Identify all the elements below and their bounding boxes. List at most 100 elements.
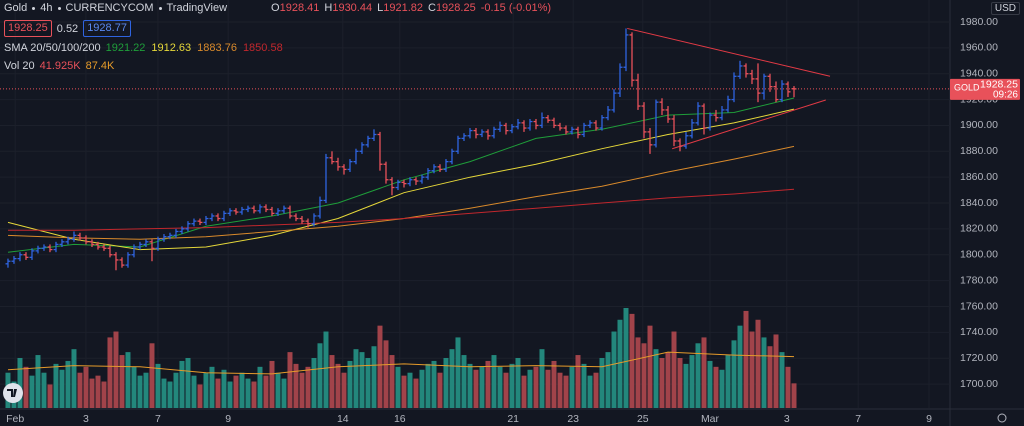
volume-bar	[383, 340, 389, 408]
volume-bar	[413, 378, 419, 408]
volume-bar	[251, 381, 257, 408]
separator	[57, 6, 61, 10]
volume-bar	[569, 366, 575, 408]
volume-bar	[107, 337, 113, 408]
x-tick-label: 7	[155, 413, 161, 425]
x-tick-label: Mar	[701, 413, 720, 425]
volume-bar	[347, 360, 353, 408]
volume-bar	[665, 352, 671, 408]
price-label-bg	[950, 78, 1020, 100]
volume-bar	[779, 352, 785, 408]
gear[interactable]	[997, 413, 1007, 423]
volume-bar	[215, 378, 221, 408]
y-tick-label: 1940.00	[960, 67, 998, 79]
quote-legend: 1928.25 0.52 1928.77	[4, 20, 131, 37]
separator	[32, 6, 36, 10]
x-tick-label: 16	[394, 413, 406, 425]
volume-bar	[197, 384, 203, 408]
volume-bar	[269, 360, 275, 408]
y-tick-label: 1700.00	[960, 378, 998, 390]
bid[interactable]: 1928.25	[4, 20, 52, 37]
vol-label: Vol 20	[4, 60, 35, 72]
y-tick-label: 1740.00	[960, 326, 998, 338]
volume-bar	[407, 372, 413, 408]
volume-bar	[419, 369, 425, 408]
volume-bar	[119, 355, 125, 408]
volume-bar	[101, 381, 107, 408]
y-tick-label: 1780.00	[960, 274, 998, 286]
volume-bar	[281, 378, 287, 408]
volume-bar	[611, 331, 617, 408]
volume-bar	[263, 375, 269, 408]
ohlc-value: 1921.82	[383, 2, 423, 14]
volume-bar	[143, 372, 149, 408]
ohlc-value: 1928.41	[279, 2, 320, 14]
volume-bar	[599, 358, 605, 408]
volume-bar	[65, 360, 71, 408]
symbol[interactable]: Gold	[4, 2, 28, 14]
volume-bar	[389, 355, 395, 408]
volume-bar	[425, 363, 431, 408]
volume-bar	[701, 337, 707, 408]
volume-bar	[773, 334, 779, 408]
sma-value: 1921.22	[105, 42, 146, 54]
x-tick-label: 23	[567, 413, 579, 425]
volume-bar	[473, 369, 479, 408]
symbol-tag: GOLD	[954, 82, 980, 92]
volume-bar	[239, 372, 245, 408]
volume-bar	[227, 381, 233, 408]
change: -0.15 (-0.01%)	[480, 2, 552, 14]
volume-bar	[683, 363, 689, 408]
volume-bar	[71, 349, 77, 408]
volume-bar	[371, 346, 377, 408]
vol-ma-value: 87.4K	[85, 60, 115, 72]
volume-bar	[713, 366, 719, 408]
volume-bar	[167, 381, 173, 408]
volume-bar	[317, 343, 323, 408]
volume-bar	[335, 363, 341, 408]
ask[interactable]: 1928.77	[83, 20, 131, 37]
ohlc-value: 1928.25	[435, 2, 476, 14]
x-tick-label: 7	[855, 413, 861, 425]
volume-bar	[359, 352, 365, 408]
volume-bar	[689, 355, 695, 408]
y-tick-label: 1860.00	[960, 171, 998, 183]
volume-bar	[623, 308, 629, 408]
volume-bar	[527, 369, 533, 408]
volume-bar	[767, 346, 773, 408]
volume-bar	[647, 325, 653, 408]
countdown: 09:26	[993, 90, 1018, 101]
separator	[158, 6, 162, 10]
currency[interactable]: USD	[990, 2, 1020, 15]
volume-bar	[125, 352, 131, 408]
volume-bar	[515, 358, 521, 408]
volume-bar	[95, 375, 101, 408]
volume-bar	[53, 363, 59, 408]
vol-legend: Vol 20 41.925K 87.4K	[4, 60, 114, 72]
volume-bar	[29, 375, 35, 408]
x-tick-label: 3	[784, 413, 790, 425]
sma-values: 1921.22 1912.63 1883.76 1850.58	[106, 42, 283, 54]
x-tick-label: Feb	[6, 413, 24, 425]
source: CURRENCYCOM	[65, 2, 154, 14]
volume-bar	[719, 369, 725, 408]
volume-bar	[755, 319, 761, 408]
volume-bar	[59, 369, 65, 408]
interval: 4h	[40, 2, 53, 14]
volume-bar	[365, 358, 371, 408]
ohlc-key: L	[377, 2, 384, 14]
volume-bar	[245, 378, 251, 408]
volume-bar	[491, 355, 497, 408]
volume-bar	[563, 375, 569, 408]
volume-bar	[131, 366, 137, 408]
volume-bar	[113, 331, 119, 408]
settings-icon[interactable]	[997, 413, 1007, 423]
volume-bar	[593, 372, 599, 408]
volume-bar	[77, 372, 83, 408]
volume-bar	[629, 313, 635, 408]
volume-bar	[203, 372, 209, 408]
ohlc-value: 1930.44	[332, 2, 373, 14]
volume-bar	[785, 366, 791, 408]
